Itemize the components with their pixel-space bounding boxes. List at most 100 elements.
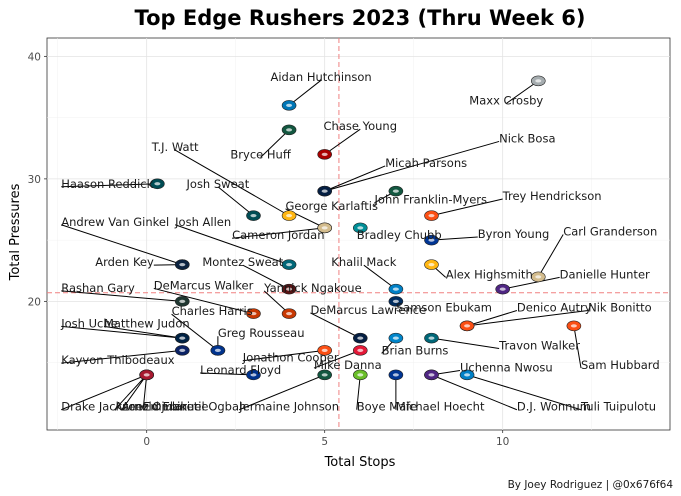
leader-line [537,234,564,278]
point-label: Denico Autry [517,301,592,315]
point-label: Azeez Ojulari [115,400,190,414]
y-tick-label: 30 [28,174,41,186]
data-point [317,345,332,356]
data-point [281,210,297,221]
data-point [388,332,404,344]
point-label: George Karlaftis [286,199,378,213]
leader-line [431,236,478,241]
point-label: Cameron Jordan [232,228,324,242]
leader-line [61,290,183,302]
leader-line [103,325,183,339]
point-label: Nick Bosa [499,131,555,145]
data-point [530,75,546,87]
point-label: Drake Jackson [61,400,142,414]
leader-line [573,325,582,369]
data-point [459,369,475,381]
point-label: Greg Rousseau [218,326,305,340]
point-label: Josh Allen [174,215,231,229]
point-label: Arden Key [95,255,154,269]
point-label: Haason Reddick [61,177,153,191]
data-point [352,345,368,356]
leader-line [324,128,361,155]
point-label: Arnold Ebiketie [122,400,209,414]
plot-border [46,37,671,431]
point-label: Josh Sweat [186,177,250,191]
leader-line [174,224,290,266]
leader-line [121,374,148,411]
data-point [352,369,368,381]
data-point [566,320,582,332]
point-label: Samson Ebukam [396,301,492,315]
data-point [388,283,404,295]
point-label: Chase Young [324,119,398,133]
leader-line [505,80,539,104]
data-point [246,210,261,221]
point-label: Bryce Huff [230,147,291,161]
data-point [424,369,439,381]
point-label: D.J. Wonnum [517,400,591,414]
point-label: Kayvon Thibodeaux [61,353,175,367]
leader-line [466,310,518,327]
data-point [174,259,190,270]
leader-line [217,186,254,217]
grid-lines [47,38,670,430]
data-point [174,296,190,307]
point-label: Trey Hendrickson [502,189,602,203]
point-label: Andrew Van Ginkel [61,215,169,229]
leader-line [313,349,361,369]
data-points [139,75,582,381]
point-label: DeMarcus Walker [154,278,254,292]
leader-line [356,374,361,410]
point-label: Travon Walker [498,338,580,352]
point-label: Khalil Mack [331,255,396,269]
point-label: Sam Hubbard [581,358,660,372]
point-label: Tuli Tuipulotu [580,400,656,414]
point-label: Rashan Gary [61,281,135,295]
leader-line [142,374,148,410]
data-point [352,332,368,344]
data-point [388,296,404,307]
leader-line [61,224,183,266]
chart-caption: By Joey Rodriguez | @0x676f64 [508,479,674,491]
point-label: Maxx Crosby [469,93,543,107]
data-point [246,369,261,381]
reference-lines [47,38,670,430]
point-label: Mike Danna [314,358,382,372]
point-label: Matthew Judon [104,316,190,330]
point-label: Nik Bonitto [588,301,652,315]
data-point [246,308,261,319]
point-label: Josh Uche [60,316,117,330]
point-label: Uchenna Nwosu [460,361,553,375]
data-point [281,283,297,295]
point-label: Jermaine Johnson [238,400,339,414]
leader-line [61,183,158,188]
point-label: Boye Mafe [357,400,418,414]
point-label: Montez Sweat [202,255,283,269]
data-point [459,320,475,332]
data-point [424,259,439,270]
leader-line [171,313,219,351]
data-point [281,100,297,111]
data-point [530,271,546,283]
point-label: Yannick Ngakoue [263,281,362,295]
leader-line [324,140,500,192]
leader-line [502,276,560,290]
data-point [139,369,154,381]
point-label: Bradley Chubb [357,228,442,242]
data-point [424,210,439,221]
leader-line [467,310,589,327]
leader-line [431,198,503,217]
data-point [352,222,368,234]
plot-panel [46,37,671,431]
point-label: Micah Parsons [385,156,467,170]
leader-line [288,79,322,106]
data-point [174,332,190,344]
leader-line [61,374,147,411]
leader-line [239,374,325,411]
point-label: Alex Highsmith [446,267,533,281]
point-label: John Franklin-Myers [374,193,488,207]
leader-line [363,264,397,290]
point-label: DeMarcus Lawrence [310,303,426,317]
point-labels: Maxx Crosby Aidan Hutchinson Bryce Huff Cha… [60,70,659,414]
